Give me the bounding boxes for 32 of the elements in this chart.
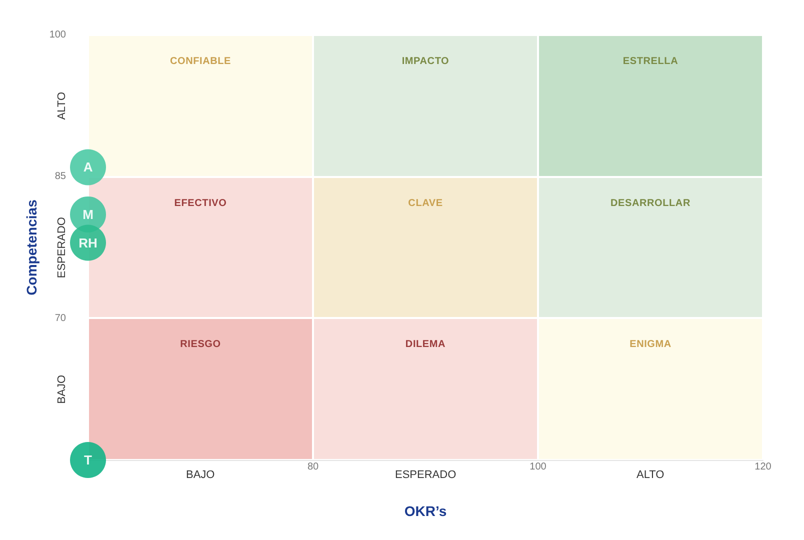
- x-tick-label: 120: [754, 462, 772, 472]
- quadrant-tile: DILEMA: [313, 318, 538, 460]
- quadrant-tile: DESARROLLAR: [538, 176, 763, 318]
- text: ALTO: [56, 92, 68, 120]
- annotation: CONFIABLE: [170, 56, 232, 67]
- y-axis-title: Competencias: [23, 199, 40, 296]
- annotation: RIESGO: [180, 339, 221, 350]
- series-label: A: [83, 160, 94, 175]
- quadrant-tile: IMPACTO: [313, 35, 538, 177]
- x-tick-label: 100: [530, 462, 547, 472]
- y-tick-label: 85: [54, 171, 66, 182]
- annotation: DILEMA: [405, 339, 446, 350]
- text: BAJO: [186, 469, 215, 481]
- x-axis-title: OKR’s: [404, 503, 447, 519]
- text: ALTO: [636, 469, 664, 481]
- quadrant-tile: CLAVE: [313, 176, 538, 318]
- annotation: DESARROLLAR: [610, 198, 690, 209]
- annotation: ESTRELLA: [622, 56, 678, 67]
- annotation: EFECTIVO: [174, 198, 227, 209]
- series-label: M: [82, 206, 94, 222]
- series-label: RH: [78, 235, 98, 250]
- text: ESPERADO: [56, 217, 68, 278]
- annotation: IMPACTO: [402, 56, 450, 67]
- text: ESPERADO: [395, 469, 456, 481]
- text: BAJO: [56, 374, 68, 404]
- x-tick-label: 80: [307, 462, 319, 472]
- quadrant-tile: ENIGMA: [538, 318, 763, 460]
- annotation: ENIGMA: [630, 339, 672, 350]
- quadrant-tile: ESTRELLA: [538, 35, 763, 177]
- y-tick-label: 100: [49, 30, 66, 40]
- y-tick-label: 70: [54, 312, 66, 324]
- annotation: CLAVE: [408, 198, 443, 209]
